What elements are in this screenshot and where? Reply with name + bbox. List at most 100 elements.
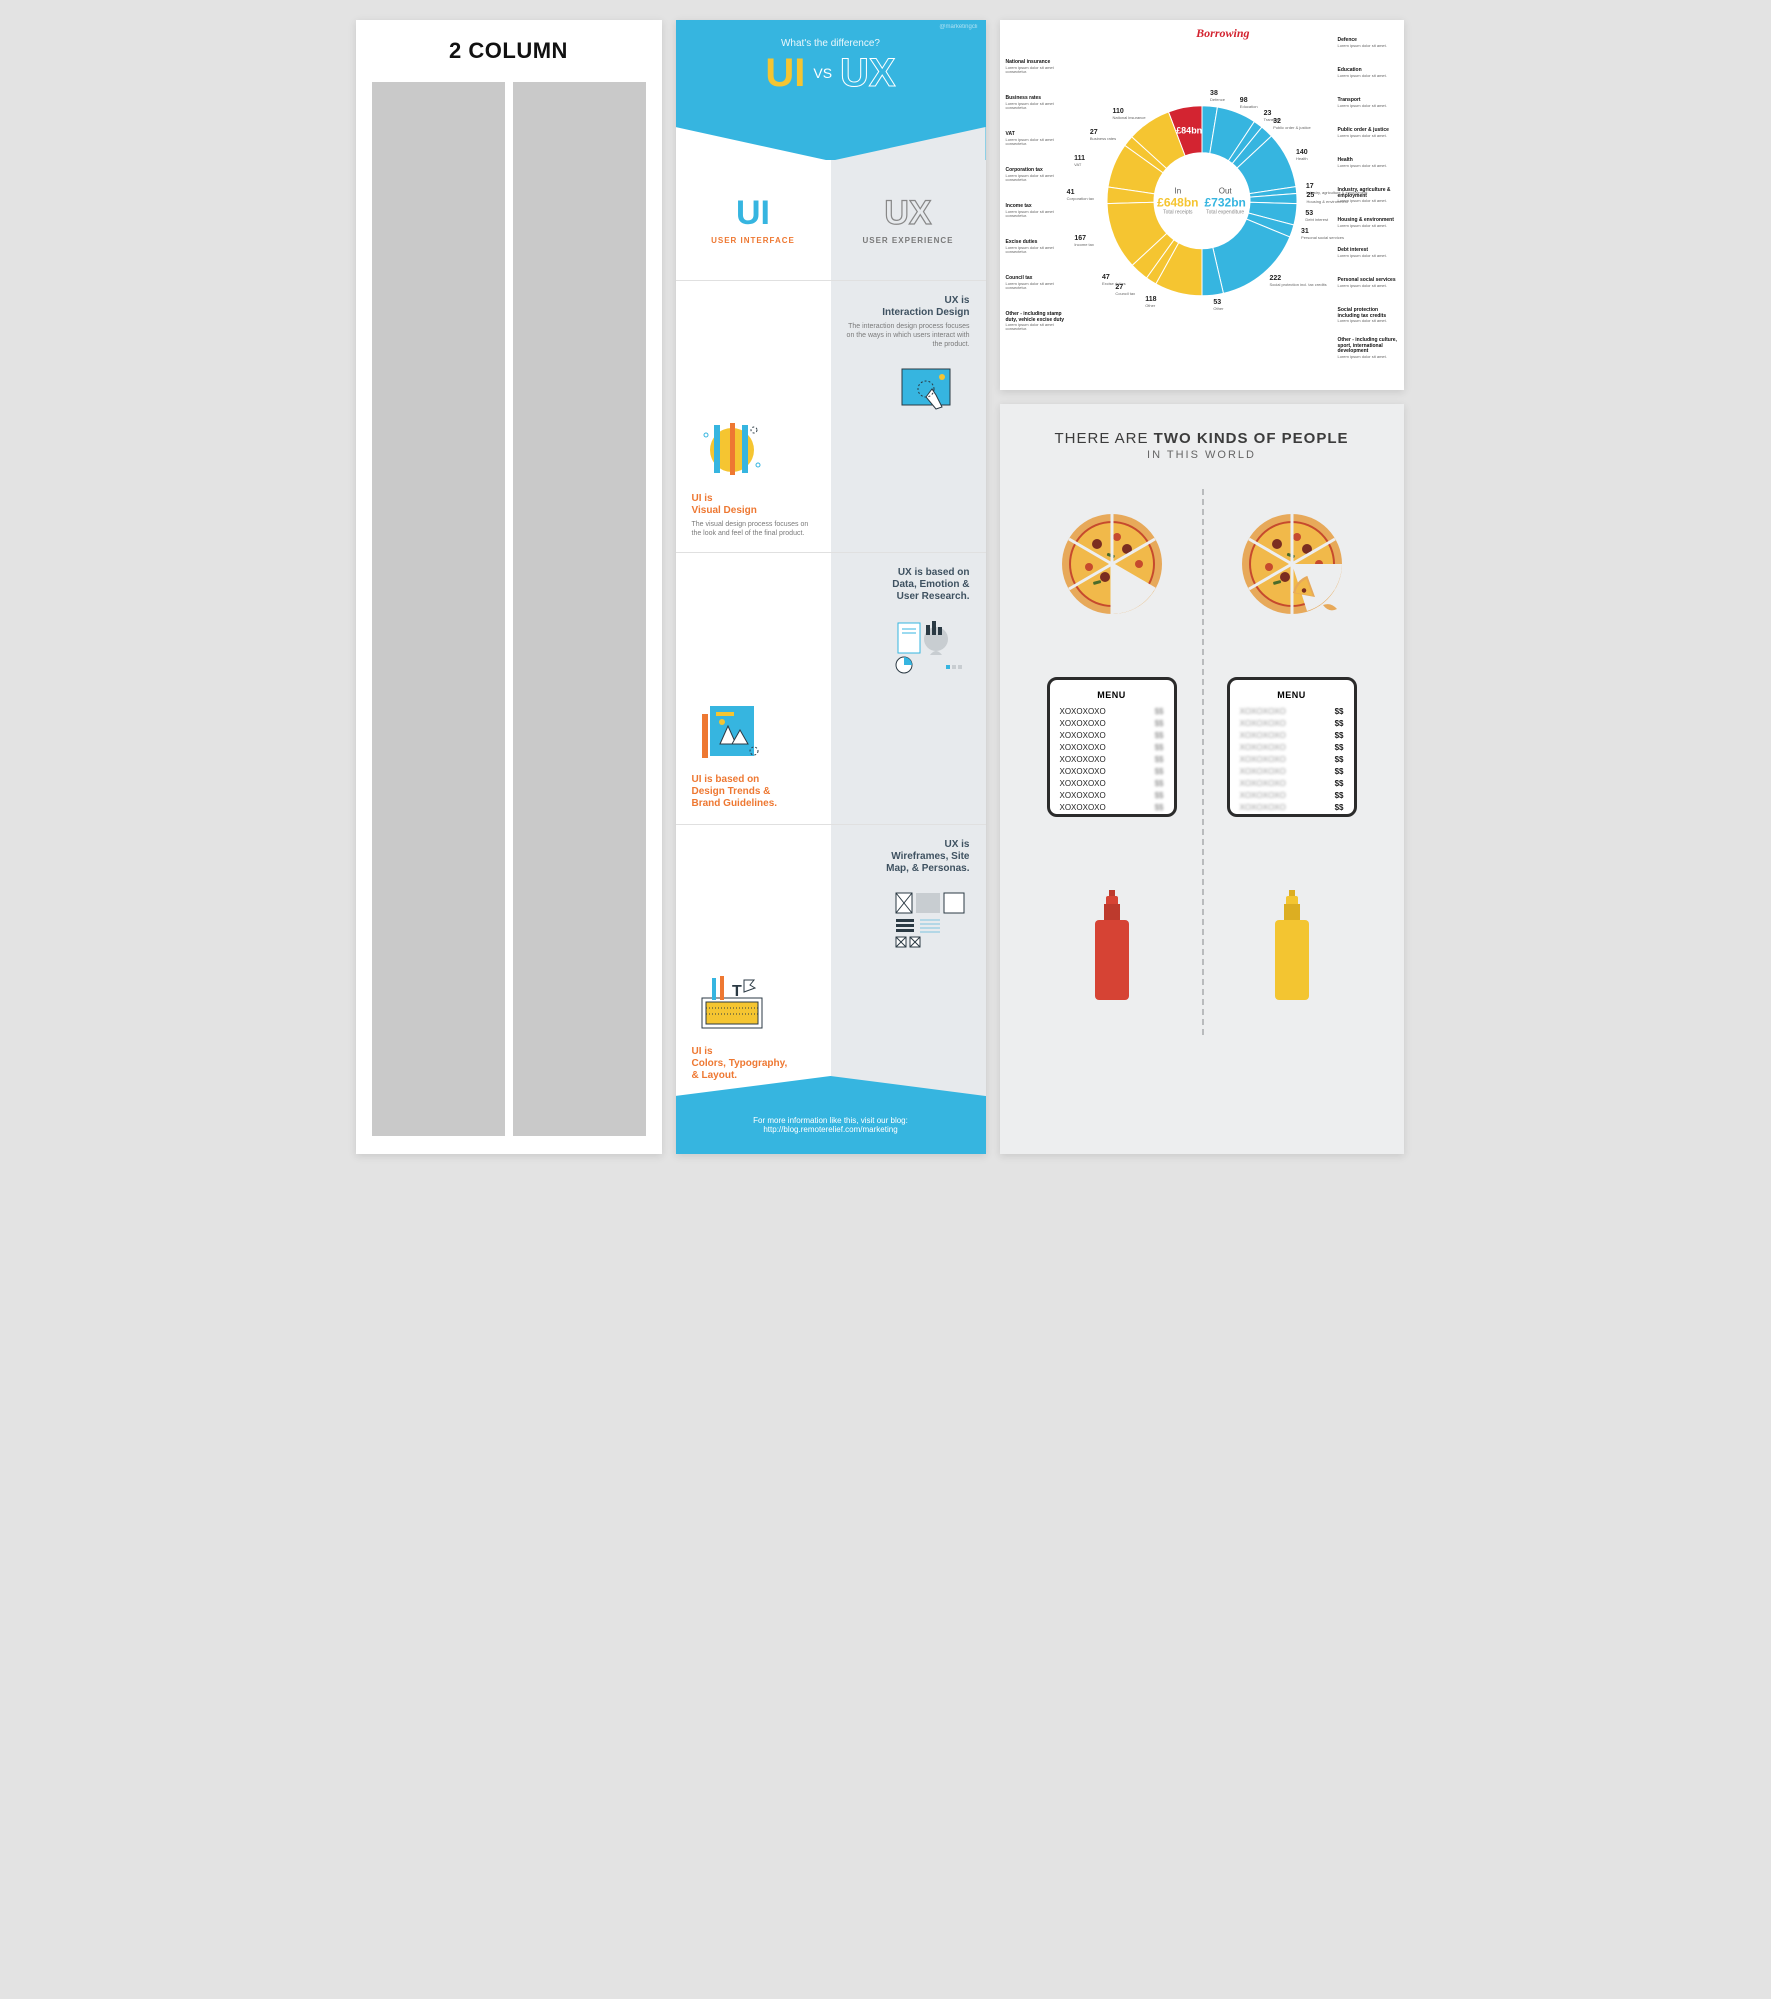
desc-right: DefenceLorem ipsum dolor sit amet. — [1338, 38, 1398, 48]
column-container — [372, 82, 646, 1136]
menu-row: XOXOXOXO$$ — [1240, 766, 1344, 778]
desc-right: Housing & environmentLorem ipsum dolor s… — [1338, 218, 1398, 228]
wireframes-icon — [890, 883, 970, 953]
desc-left: Income taxLorem ipsum dolor sit amet con… — [1006, 204, 1066, 218]
desc-right: TransportLorem ipsum dolor sit amet. — [1338, 98, 1398, 108]
menu-row: XOXOXOXO$$ — [1060, 706, 1164, 718]
slice-label: 27Business rates — [1090, 129, 1116, 141]
menu-names: MENU XOXOXOXO$$XOXOXOXO$$XOXOXOXO$$XOXOX… — [1022, 657, 1202, 837]
menu-row: XOXOXOXO$$ — [1240, 706, 1344, 718]
menu-row: XOXOXOXO$$ — [1240, 778, 1344, 790]
borrowing-label: Borrowing — [1196, 26, 1249, 41]
menu-left: MENU XOXOXOXO$$XOXOXOXO$$XOXOXOXO$$XOXOX… — [1047, 677, 1177, 817]
menu-row: XOXOXOXO$$ — [1240, 742, 1344, 754]
desc-right: Public order & justiceLorem ipsum dolor … — [1338, 128, 1398, 138]
slice-label: 41Corporation tax — [1067, 189, 1094, 201]
budget-donut-chart: Borrowing £84bn In £648bn Total receipts… — [1000, 20, 1404, 390]
b-footer: For more information like this, visit ou… — [676, 1096, 986, 1154]
row1-right-body: The interaction design process focuses o… — [847, 322, 970, 349]
menu-row: XOXOXOXO$$ — [1060, 778, 1164, 790]
ketchup-cell — [1022, 855, 1202, 1035]
two-kinds-of-people: THERE ARE TWO KINDS OF PEOPLE IN THIS WO… — [1000, 404, 1404, 1154]
title-vs: VS — [813, 66, 832, 80]
abbr-ux: UX — [884, 196, 931, 230]
desc-right: Debt interestLorem ipsum dolor sit amet. — [1338, 248, 1398, 258]
menu-prices: MENU XOXOXOXO$$XOXOXOXO$$XOXOXOXO$$XOXOX… — [1202, 657, 1382, 837]
slice-label: 53Debt interest — [1305, 210, 1328, 222]
desc-left: National insuranceLorem ipsum dolor sit … — [1006, 60, 1066, 74]
desc-left: Business ratesLorem ipsum dolor sit amet… — [1006, 96, 1066, 110]
menu-row: XOXOXOXO$$ — [1060, 742, 1164, 754]
row3-right-title: UX is Wireframes, Site Map, & Personas. — [886, 839, 969, 875]
brand-guidelines-icon — [692, 696, 772, 766]
credit: @marketingcli — [939, 24, 977, 30]
donut-center: In £648bn Total receipts Out £732bn Tota… — [1157, 186, 1246, 215]
typography-layout-icon: T — [692, 968, 772, 1038]
abbr-ui: UI — [736, 196, 770, 230]
menu-row: XOXOXOXO$$ — [1060, 790, 1164, 802]
two-column-layout-card: 2 COLUMN — [356, 20, 662, 1154]
footer-line1: For more information like this, visit ou… — [686, 1116, 976, 1125]
footer-line2: http://blog.remoterelief.com/marketing — [686, 1125, 976, 1134]
b-kicker: What's the difference? — [676, 38, 986, 49]
slice-label: 110National insurance — [1113, 108, 1146, 120]
desc-right: Industry, agriculture & employmentLorem … — [1338, 188, 1398, 203]
svg-text:T: T — [732, 983, 742, 1000]
pizza-neat — [1022, 489, 1202, 639]
desc-right: EducationLorem ipsum dolor sit amet. — [1338, 68, 1398, 78]
slice-label: 27Council tax — [1115, 284, 1135, 296]
slice-label: 140Health — [1296, 149, 1308, 161]
mustard-bottle-icon — [1271, 890, 1313, 1000]
menu-row: XOXOXOXO$$ — [1060, 754, 1164, 766]
b-row-2: UI is based on Design Trends & Brand Gui… — [676, 552, 986, 824]
row1-right-title: UX is Interaction Design — [882, 295, 969, 319]
pizza-messy — [1202, 489, 1382, 639]
slice-label: 38Defence — [1210, 90, 1225, 102]
menu-row: XOXOXOXO$$ — [1060, 802, 1164, 814]
desc-right: HealthLorem ipsum dolor sit amet. — [1338, 158, 1398, 168]
desc-left: Corporation taxLorem ipsum dolor sit ame… — [1006, 168, 1066, 182]
b-row-3: T UI is Colors, Typography, & Layout. UX… — [676, 824, 986, 1096]
mustard-cell — [1202, 855, 1382, 1035]
d-subtitle: IN THIS WORLD — [1022, 449, 1382, 461]
ketchup-bottle-icon — [1091, 890, 1133, 1000]
row1-left-body: The visual design process focuses on the… — [692, 520, 815, 538]
slice-label: 31Personal social services — [1301, 228, 1344, 240]
menu-row: XOXOXOXO$$ — [1240, 802, 1344, 814]
menu-row: XOXOXOXO$$ — [1240, 730, 1344, 742]
b-header: @marketingcli What's the difference? UI … — [676, 20, 986, 160]
slice-label: 32Public order & justice — [1273, 118, 1311, 130]
menu-row: XOXOXOXO$$ — [1060, 730, 1164, 742]
b-row-1: UI is Visual Design The visual design pr… — [676, 280, 986, 552]
desc-right: Social protection including tax creditsL… — [1338, 308, 1398, 323]
slice-label: 53Other — [1213, 299, 1223, 311]
slice-label: 111VAT — [1074, 155, 1085, 167]
ui-vs-ux-infographic: @marketingcli What's the difference? UI … — [676, 20, 986, 1154]
row3-left-title: UI is Colors, Typography, & Layout. — [692, 1046, 788, 1082]
menu-right: MENU XOXOXOXO$$XOXOXOXO$$XOXOXOXO$$XOXOX… — [1227, 677, 1357, 817]
row2-left-title: UI is based on Design Trends & Brand Gui… — [692, 774, 778, 810]
slice-label: 222Social protection incl. tax credits — [1269, 275, 1326, 287]
desc-left: Other - including stamp duty, vehicle ex… — [1006, 312, 1066, 332]
row2-right-title: UX is based on Data, Emotion & User Rese… — [892, 567, 969, 603]
menu-row: XOXOXOXO$$ — [1060, 766, 1164, 778]
column-2 — [513, 82, 646, 1136]
row1-left-title: UI is Visual Design — [692, 493, 757, 517]
title-ui: UI — [765, 53, 805, 93]
desc-left: VATLorem ipsum dolor sit amet consectetu… — [1006, 132, 1066, 146]
menu-row: XOXOXOXO$$ — [1060, 718, 1164, 730]
menu-row: XOXOXOXO$$ — [1240, 790, 1344, 802]
menu-row: XOXOXOXO$$ — [1240, 754, 1344, 766]
desc-right: Other - including culture, sport, intern… — [1338, 338, 1398, 359]
d-title: THERE ARE TWO KINDS OF PEOPLE — [1022, 430, 1382, 447]
slice-label: 167Income tax — [1074, 235, 1094, 247]
menu-row: XOXOXOXO$$ — [1240, 718, 1344, 730]
b-definitions: UI USER INTERFACE UX USER EXPERIENCE — [676, 160, 986, 280]
desc-left: Excise dutiesLorem ipsum dolor sit amet … — [1006, 240, 1066, 254]
full-ui: USER INTERFACE — [711, 236, 795, 245]
panel-a-title: 2 COLUMN — [372, 38, 646, 64]
user-research-icon — [890, 611, 970, 681]
title-ux: UX — [840, 53, 896, 93]
column-1 — [372, 82, 505, 1136]
slice-label: 118Other — [1145, 296, 1156, 308]
